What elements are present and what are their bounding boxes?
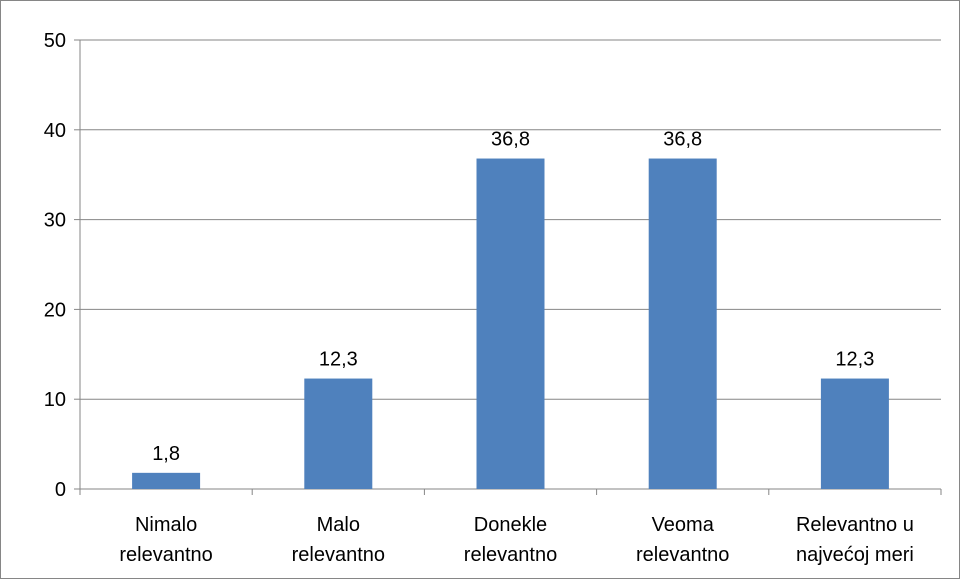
bar: [648, 158, 717, 489]
bar: [820, 378, 889, 489]
y-tick-label: 50: [44, 30, 66, 52]
x-category-label: Malo: [317, 514, 360, 536]
x-category-label: relevantno: [119, 544, 212, 566]
bar: [132, 472, 201, 489]
x-category-label: Veoma: [652, 514, 715, 536]
x-category-label: relevantno: [464, 544, 557, 566]
y-tick-label: 30: [44, 210, 66, 232]
x-category-label: relevantno: [636, 544, 729, 566]
y-tick-label: 0: [55, 479, 66, 501]
data-label: 12,3: [319, 349, 358, 371]
bar: [476, 158, 545, 489]
bar: [304, 378, 373, 489]
x-category-label: najvećoj meri: [796, 544, 914, 566]
y-tick-label: 40: [44, 120, 66, 142]
x-category-label: Relevantno u: [796, 514, 914, 536]
x-category-label: Nimalo: [135, 514, 197, 536]
data-label: 1,8: [152, 443, 180, 465]
x-category-label: Donekle: [474, 514, 547, 536]
data-label: 12,3: [835, 349, 874, 371]
x-category-label: relevantno: [292, 544, 385, 566]
data-label: 36,8: [491, 129, 530, 151]
y-tick-label: 20: [44, 299, 66, 321]
y-tick-label: 10: [44, 389, 66, 411]
data-label: 36,8: [663, 129, 702, 151]
